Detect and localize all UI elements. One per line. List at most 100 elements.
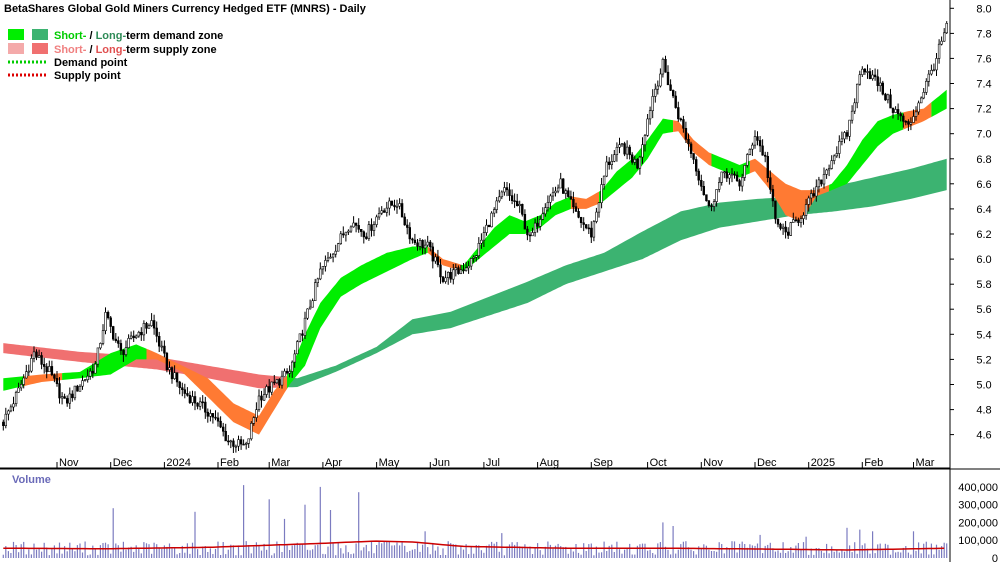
candle [454,263,457,277]
candle [694,156,698,176]
candle [114,333,118,343]
candle [109,316,112,333]
candle [666,65,670,86]
short-term-supply-zone [570,191,599,209]
candle [168,361,171,375]
short-term-demand-zone [931,89,947,117]
candle [464,261,468,272]
candle [58,377,61,404]
candle [68,387,72,409]
candle [301,329,304,342]
candle [687,133,690,151]
candle [781,223,785,235]
candle [152,314,156,335]
candle [145,321,148,334]
candle [720,171,723,186]
candle [431,242,434,269]
candle [398,198,401,210]
candle [907,119,910,131]
candle [181,382,184,397]
candle [518,200,521,213]
candle [914,106,918,121]
candle [117,336,120,348]
candle [766,151,770,183]
candle [835,146,839,158]
candle [170,366,174,384]
candle [467,261,470,274]
candle [199,397,202,411]
candle [740,173,744,192]
candle [717,177,721,193]
candle [349,225,353,233]
candle [262,388,266,401]
candle [45,363,48,379]
candle [495,197,498,214]
candle [245,441,248,450]
candle [367,221,371,241]
candle [334,244,337,258]
candle [523,209,527,230]
candle [817,176,821,193]
legend-demand-rest: term demand zone [126,30,223,42]
candle [91,363,95,379]
candle [313,278,317,302]
candle [641,137,644,164]
candle [922,88,925,100]
candle [510,189,514,205]
candle [280,370,284,389]
time-tick-label: Dec [757,457,777,469]
candle [804,198,808,220]
candle [480,233,483,249]
candle [278,378,281,388]
candle [743,165,746,181]
candle [758,136,762,153]
candle [746,153,749,168]
candle [633,155,637,166]
candle [932,63,936,72]
candle [216,412,220,427]
candle [812,187,816,198]
candle [802,212,805,225]
candle [526,226,529,241]
candlesticks [2,21,948,453]
volume-tick-label: 400,000 [958,482,998,494]
legend-supply-long: Long- [96,44,127,56]
price-tick-label: 6.0 [976,254,991,266]
candle [894,106,897,114]
time-tick-label: 2025 [811,457,835,469]
long-term-demand-zone [284,158,947,388]
candle [362,230,365,244]
candle [605,155,608,178]
candle [239,436,243,450]
candle [76,384,79,392]
candle [296,340,299,355]
candle [201,395,204,409]
candle [674,91,677,109]
candle [843,131,846,144]
candle [135,334,138,340]
candle [285,368,289,375]
long-term-supply-zone [3,343,285,389]
candle [825,168,828,179]
candle [319,262,322,281]
candle [544,203,547,217]
candle [490,211,493,228]
candle [871,70,874,81]
candle [692,153,695,164]
candle [584,224,588,230]
candle [697,168,700,186]
candle [400,199,404,218]
candle [500,190,504,200]
candle [96,347,100,368]
candle [809,189,813,205]
time-tick-label: Nov [703,457,723,469]
candle [794,216,798,223]
candle [150,313,153,327]
candle [677,101,680,122]
candle [275,379,279,384]
legend-demand-point: Demand point [54,57,128,69]
candle [270,381,273,396]
legend-demand-short-swatch [8,29,24,40]
candle [316,277,319,288]
candle [515,193,519,207]
